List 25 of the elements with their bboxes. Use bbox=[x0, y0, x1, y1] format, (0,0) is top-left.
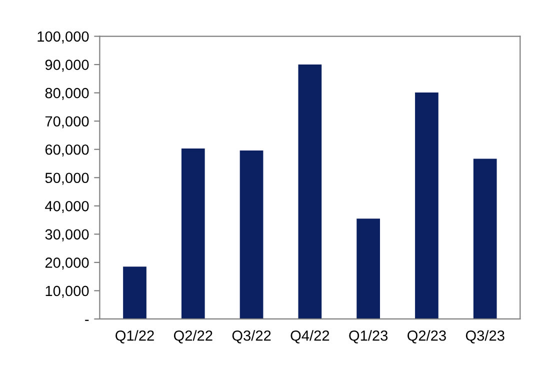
bar bbox=[240, 150, 264, 319]
x-tick-label: Q1/23 bbox=[349, 330, 388, 344]
x-tick-label: Q3/23 bbox=[466, 330, 504, 344]
y-tick-label: 10,000 bbox=[46, 286, 89, 298]
x-tick-label: Q2/23 bbox=[408, 330, 446, 344]
x-tick-label: Q2/22 bbox=[174, 330, 212, 344]
bar bbox=[473, 158, 497, 319]
bar bbox=[298, 64, 322, 319]
y-tick-label: 30,000 bbox=[45, 229, 89, 242]
bar bbox=[181, 148, 205, 319]
y-tick-label: 40,000 bbox=[45, 201, 89, 214]
y-tick-label: - bbox=[85, 320, 89, 321]
x-tick-label: Q3/22 bbox=[232, 330, 271, 344]
bar bbox=[123, 266, 146, 319]
y-tick-label: 60,000 bbox=[45, 144, 89, 157]
y-tick-label: 80,000 bbox=[45, 88, 89, 100]
y-tick-label: 20,000 bbox=[45, 258, 89, 270]
x-tick-label: Q1/22 bbox=[116, 330, 154, 344]
bar bbox=[356, 218, 380, 319]
y-tick-label: 90,000 bbox=[45, 60, 89, 72]
x-tick-label: Q4/22 bbox=[290, 330, 330, 344]
y-tick-label: 50,000 bbox=[45, 172, 89, 185]
y-tick-label: 70,000 bbox=[45, 116, 89, 128]
y-tick-label: 100,000 bbox=[38, 31, 89, 44]
bar bbox=[415, 92, 438, 319]
